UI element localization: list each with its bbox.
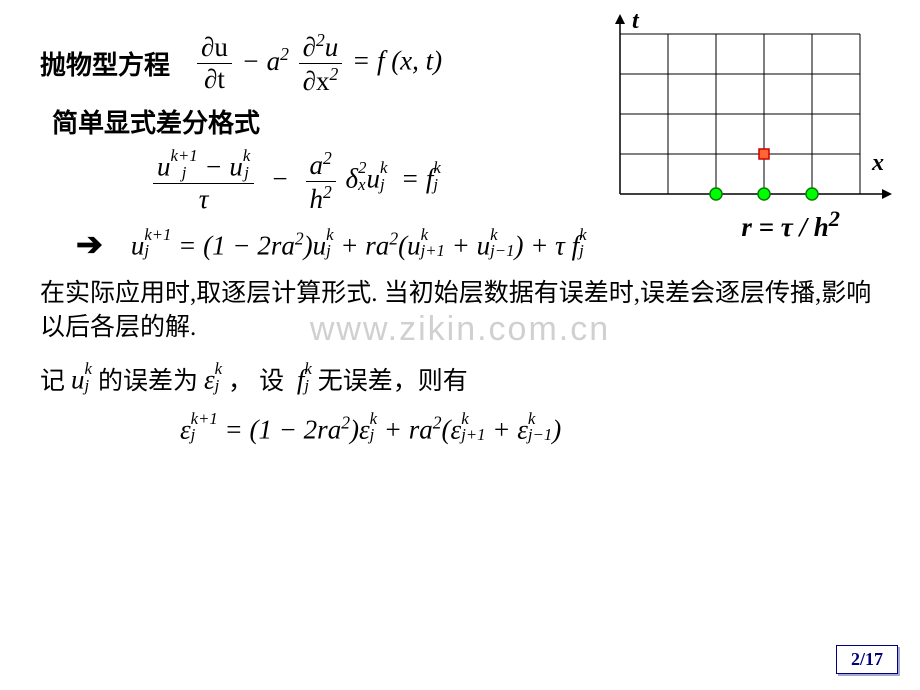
arrow-icon: ➔ bbox=[76, 225, 103, 263]
ee-a: = (1 − 2ra bbox=[225, 414, 342, 444]
ee-f: ) bbox=[552, 414, 561, 444]
error-propagation-equation: εk+1j = (1 − 2ra2)εkj + ra2(εkj+1 + εkj−… bbox=[180, 411, 880, 446]
svg-text:t: t bbox=[632, 14, 640, 34]
svg-text:x: x bbox=[871, 150, 884, 176]
mx-u: u bbox=[71, 365, 85, 395]
error-notation-line: 记 ukj 的误差为 εkj ， 设 fkj 无误差，则有 bbox=[40, 361, 880, 397]
mx-assume: 设 bbox=[259, 361, 284, 397]
ee-d: (ε bbox=[442, 414, 462, 444]
ae-e: + u bbox=[445, 230, 490, 260]
label-parabolic: 抛物型方程 bbox=[40, 45, 170, 82]
ae-c: + ra bbox=[334, 230, 390, 260]
explanation-paragraph: 在实际应用时,取逐层计算形式. 当初始层数据有误差时,误差会逐层传播,影响以后各… bbox=[40, 277, 880, 345]
pde-sup2: 2 bbox=[316, 30, 325, 50]
ee-c: + ra bbox=[377, 414, 433, 444]
mx-erroris: 的误差为 bbox=[98, 361, 198, 397]
pde-den1: ∂t bbox=[204, 64, 225, 94]
ee-e: + ε bbox=[486, 414, 528, 444]
pde-num2: ∂ bbox=[303, 32, 316, 62]
pde-rhs: = f (x, t) bbox=[352, 46, 442, 76]
update-equation: uk+1j = (1 − 2ra2)ukj + ra2(ukj+1 + ukj−… bbox=[131, 227, 587, 262]
delta-sym: δ bbox=[346, 164, 359, 194]
ae-f: ) + τ f bbox=[514, 230, 579, 260]
mx-prefix: 记 bbox=[40, 361, 65, 397]
mx-comma: ， bbox=[228, 361, 253, 397]
mx-eps: ε bbox=[204, 365, 215, 395]
ae-a: = (1 − 2ra bbox=[178, 230, 295, 260]
page-number: 2/17 bbox=[836, 645, 898, 674]
pde-num1: ∂u bbox=[201, 32, 228, 62]
pde-equation: ∂u ∂t − a2 ∂2u ∂x2 = f (x, t) bbox=[194, 30, 442, 97]
ae-b: )u bbox=[304, 230, 327, 260]
ee-b: )ε bbox=[350, 414, 370, 444]
pde-minus-a2: − a2 bbox=[242, 46, 296, 76]
pde-den2: ∂x bbox=[303, 66, 330, 96]
stencil-diagram: tx bbox=[580, 14, 900, 224]
ae-d: (u bbox=[398, 230, 421, 260]
pde-u: u bbox=[325, 32, 339, 62]
mx-noerr: 无误差，则有 bbox=[318, 361, 468, 397]
